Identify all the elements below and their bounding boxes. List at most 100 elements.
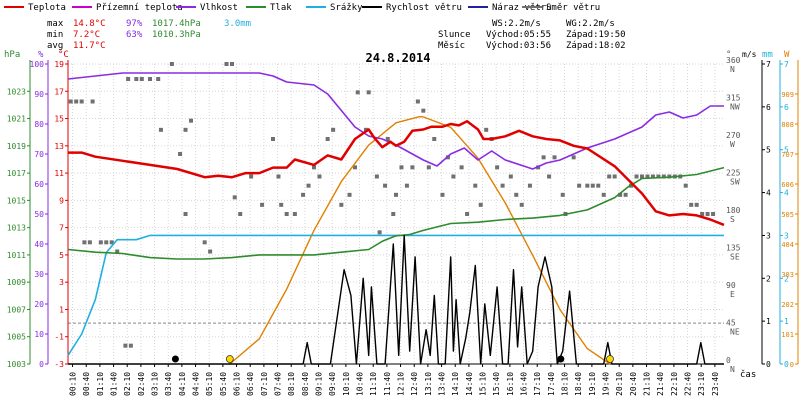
chart-title: 24.8.2014 <box>365 51 430 65</box>
pressure-axis-tick-label: 1005 <box>7 333 26 342</box>
x-tick-label: 06:40 <box>246 372 255 396</box>
legend: Teplota Přízemní teplota Vlhkost Tlak Srážky… <box>4 3 600 13</box>
wind-direction-point <box>440 192 445 197</box>
wind-direction-point <box>134 77 139 81</box>
wind-direction-point <box>527 183 532 188</box>
wind-direction-point <box>148 77 152 81</box>
wind-direction-point <box>711 212 716 216</box>
axes: 1003100510071009101110131015101710191021… <box>7 56 799 374</box>
wind-direction-point <box>82 240 87 245</box>
x-tick-label: 02:40 <box>137 372 146 396</box>
wind-direction-point <box>156 77 161 81</box>
temperature-axis-tick-label: 15 <box>54 115 64 124</box>
humidity-axis-tick-label: 100 <box>30 60 45 69</box>
x-tick-label: 14:10 <box>451 372 460 396</box>
wind-direction-point <box>104 240 109 245</box>
solar-axis-tick-label: 404 <box>781 241 794 249</box>
temperature-axis-tick-label: 19 <box>54 60 64 69</box>
wind-direction-point <box>415 99 420 104</box>
x-tick-label: 05:10 <box>205 372 214 396</box>
x-tick-label: 18:10 <box>561 372 570 396</box>
direction-tick-label: 90 <box>726 281 736 290</box>
wind-speed-axis-tick-label: 5 <box>766 146 771 155</box>
wind-speed-axis-tick-label: 0 <box>766 360 771 369</box>
wind-direction-point <box>79 99 84 104</box>
x-tick-label: 00:10 <box>69 372 78 396</box>
x-tick-label: 15:10 <box>479 372 488 396</box>
pressure-axis-tick-label: 1013 <box>7 224 26 233</box>
legend-label: Srážky <box>330 3 363 13</box>
wind-direction-point <box>596 183 601 188</box>
wind-direction-point <box>128 343 133 348</box>
wind-direction-point <box>353 165 357 170</box>
wind-direction-point <box>306 183 311 188</box>
x-tick-label: 13:10 <box>424 372 433 396</box>
wind-direction-point <box>374 174 379 179</box>
wind-direction-point <box>465 212 470 216</box>
x-tick-label: 15:40 <box>492 372 501 396</box>
wind-direction-point <box>426 165 431 170</box>
x-tick-label: 08:10 <box>287 372 296 396</box>
wind-direction-point <box>571 155 576 160</box>
wind-direction-point <box>139 77 144 81</box>
stats-min-hum: 63% <box>126 30 143 40</box>
sunset-marker <box>606 355 614 363</box>
pressure-axis-tick-label: 1021 <box>7 115 26 124</box>
stats-avg-label: avg <box>47 41 63 51</box>
wind-direction-point <box>618 192 623 197</box>
wind-speed-info: WS:2.2m/s <box>492 19 541 29</box>
wind-direction-point <box>508 174 513 179</box>
wind-speed-axis-tick-label: 1 <box>766 317 771 326</box>
wind-direction-point <box>391 212 396 216</box>
wind-direction-point <box>683 183 688 188</box>
wind-direction-point <box>183 212 188 216</box>
temperature-axis-tick-label: 5 <box>59 251 64 260</box>
wind-direction-point <box>432 137 437 141</box>
wind-direction-point <box>541 155 546 160</box>
direction-tick-label: 315 <box>726 94 741 103</box>
pressure-axis-tick-label: 1007 <box>7 305 26 314</box>
temperature-axis-tick-label: -1 <box>54 333 64 342</box>
stats-min-temp: 7.2°C <box>73 30 100 40</box>
direction-tick-label: 135 <box>726 244 741 253</box>
wind-direction-point <box>623 192 628 197</box>
stats-max-hum: 97% <box>126 19 143 29</box>
x-tick-label: 11:40 <box>383 372 392 396</box>
x-tick-label: 22:10 <box>670 372 679 396</box>
wind-direction-point <box>478 202 483 207</box>
moonset-marker <box>557 355 565 363</box>
x-axis-label: čas <box>740 369 756 380</box>
stats-avg-temp: 11.7°C <box>73 41 106 51</box>
legend-label: Vlhkost <box>200 3 238 13</box>
solar-unit-label: W <box>784 50 790 60</box>
wind-direction-point <box>640 174 644 179</box>
legend-label: Tlak <box>270 3 292 13</box>
direction-tick-label: E <box>730 290 735 299</box>
x-tick-label: 19:40 <box>602 372 611 396</box>
rain-axis-tick-label: 7 <box>784 60 789 69</box>
humidity-unit-label: % <box>38 50 44 60</box>
sunrise-marker <box>225 355 234 363</box>
temperature-axis-tick-label: 13 <box>54 142 64 151</box>
x-tick-label: 22:40 <box>684 372 693 396</box>
wind-direction-point <box>585 183 590 188</box>
wind-direction-point <box>284 212 289 216</box>
wind-direction-point <box>74 99 79 104</box>
solar-axis-tick-label: 606 <box>781 181 794 189</box>
moonset-time: Západ:18:02 <box>566 41 626 51</box>
legend-label: Teplota <box>28 3 66 13</box>
solar-axis-tick-label: 909 <box>781 91 794 99</box>
pressure-axis-tick-label: 1003 <box>7 360 26 369</box>
wind-direction-point <box>519 202 524 207</box>
wind-direction-point <box>232 195 237 200</box>
x-tick-label: 09:10 <box>315 372 324 396</box>
x-tick-label: 09:40 <box>328 372 337 396</box>
x-tick-label: 16:10 <box>506 372 515 396</box>
x-tick-label: 20:10 <box>615 372 624 396</box>
wind-direction-point <box>158 127 163 132</box>
temperature-axis-tick-label: 1 <box>59 305 64 314</box>
x-tick-label: 00:40 <box>82 372 91 396</box>
wind-direction-point <box>279 202 284 207</box>
wind-direction-point <box>473 183 478 188</box>
axis-unit-headers: hPa % °C ° m/s mm W <box>4 50 790 60</box>
